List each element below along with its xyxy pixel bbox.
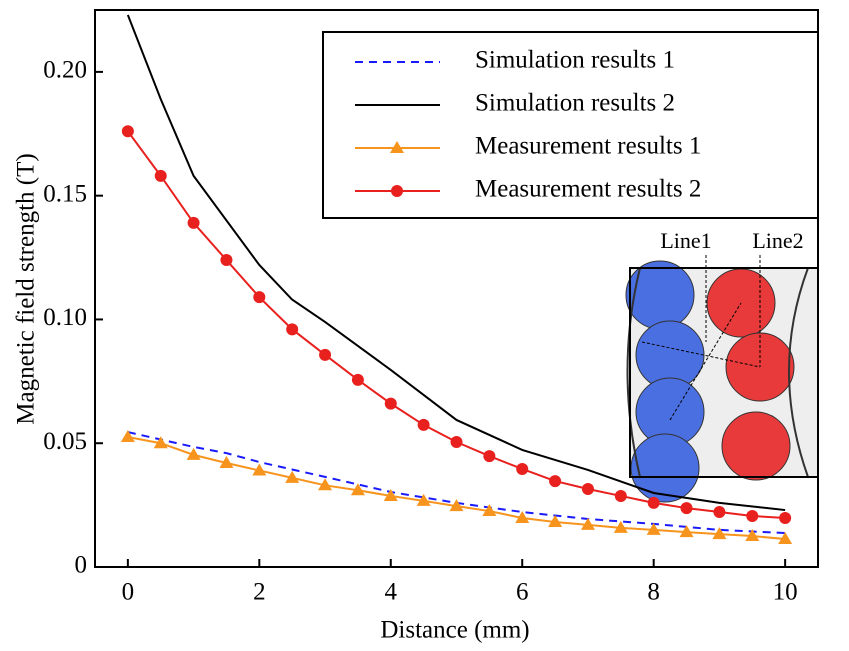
- marker: [350, 483, 365, 496]
- marker: [746, 510, 759, 523]
- marker: [449, 499, 464, 512]
- marker: [285, 470, 300, 483]
- legend-label: Measurement results 1: [475, 133, 701, 160]
- marker: [647, 496, 660, 509]
- marker: [391, 185, 403, 197]
- y-tick-label: 0.10: [43, 304, 87, 331]
- marker: [712, 527, 727, 540]
- legend-label: Measurement results 2: [475, 176, 701, 203]
- marker: [120, 430, 135, 443]
- marker: [680, 502, 693, 515]
- marker: [679, 525, 694, 538]
- x-tick-label: 8: [647, 579, 660, 606]
- marker: [417, 418, 430, 431]
- marker: [154, 169, 167, 182]
- plot-frame: [94, 9, 819, 568]
- marker: [153, 436, 168, 449]
- y-tick-label: 0.15: [43, 180, 87, 207]
- marker: [515, 510, 530, 523]
- marker: [384, 397, 397, 410]
- marker: [483, 450, 496, 463]
- x-tick-label: 10: [773, 579, 798, 606]
- legend-label: Simulation results 2: [475, 90, 675, 117]
- marker: [416, 493, 431, 506]
- y-tick-label: 0.20: [43, 57, 87, 84]
- marker: [646, 522, 661, 535]
- marker: [614, 489, 627, 502]
- marker: [745, 529, 760, 542]
- marker: [390, 141, 404, 153]
- series-line: [126, 14, 786, 512]
- inset-label: Line2: [752, 228, 803, 253]
- marker: [252, 463, 267, 476]
- legend-label: Simulation results 1: [475, 47, 675, 74]
- y-tick-label: 0: [75, 552, 88, 579]
- marker: [351, 373, 364, 386]
- x-tick-label: 0: [122, 579, 135, 606]
- legend-box: [322, 31, 819, 219]
- x-tick-label: 2: [253, 579, 266, 606]
- marker: [383, 488, 398, 501]
- x-axis-label: Distance (mm): [380, 617, 529, 644]
- y-tick-label: 0.05: [43, 428, 87, 455]
- marker: [450, 435, 463, 448]
- marker: [580, 517, 595, 530]
- inset-image: Line1 Line2: [625, 228, 819, 503]
- marker: [613, 520, 628, 533]
- marker: [482, 504, 497, 517]
- marker: [187, 216, 200, 229]
- marker: [219, 456, 234, 469]
- marker: [318, 478, 333, 491]
- x-tick-label: 6: [516, 579, 529, 606]
- marker: [779, 511, 792, 524]
- marker: [186, 447, 201, 460]
- marker: [319, 348, 332, 361]
- marker: [286, 323, 299, 336]
- marker: [121, 125, 134, 138]
- y-axis-label: Magnetic field strength (T): [13, 153, 40, 424]
- inset-label: Line1: [660, 228, 711, 253]
- marker: [713, 506, 726, 519]
- marker: [549, 475, 562, 488]
- marker: [516, 462, 529, 475]
- marker: [548, 514, 563, 527]
- marker: [581, 483, 594, 496]
- marker: [778, 532, 793, 545]
- marker: [253, 291, 266, 304]
- marker: [220, 254, 233, 267]
- x-tick-label: 4: [385, 579, 398, 606]
